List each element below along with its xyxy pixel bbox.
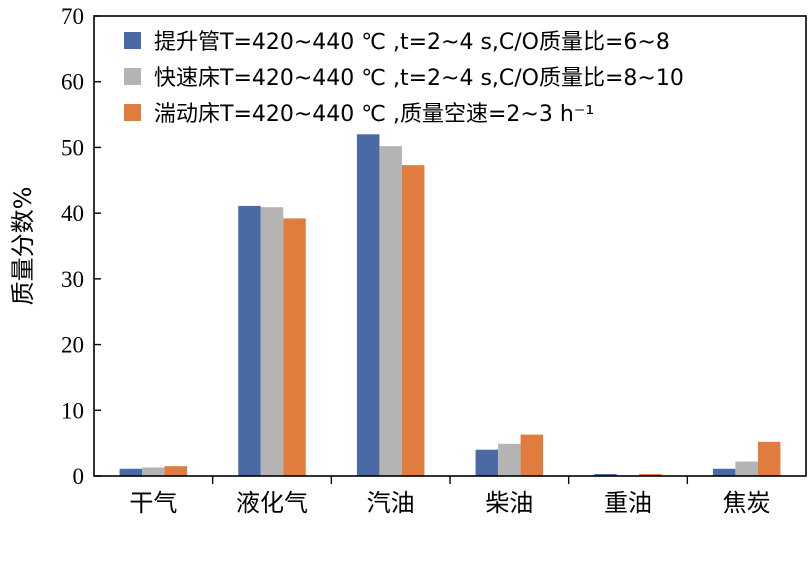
- bar-series-2-cat-6: [735, 461, 758, 476]
- category-label: 干气: [129, 489, 177, 517]
- y-tick-label: 0: [73, 464, 85, 489]
- legend-label-3: 湍动床T=420~440 ℃ ,质量空速=2~3 h⁻¹: [154, 102, 594, 127]
- bar-series-1-cat-5: [594, 474, 617, 476]
- legend-swatch-2: [124, 68, 141, 85]
- bar-series-2-cat-3: [379, 146, 402, 476]
- bar-series-3-cat-4: [520, 434, 544, 476]
- y-tick-label: 10: [61, 398, 84, 423]
- y-tick-label: 60: [61, 70, 84, 95]
- y-tick-label: 70: [61, 4, 84, 29]
- legend: 提升管T=420~440 ℃ ,t=2~4 s,C/O质量比=6~8 快速床T=4…: [124, 30, 684, 127]
- y-tick-label: 40: [61, 201, 84, 226]
- y-tick-label: 30: [61, 267, 84, 292]
- category-label: 液化气: [236, 489, 308, 517]
- category-label: 柴油: [485, 489, 533, 517]
- bar-series-2-cat-2: [260, 207, 284, 476]
- legend-label-1: 提升管T=420~440 ℃ ,t=2~4 s,C/O质量比=6~8: [154, 30, 670, 55]
- bar-series-3-cat-5: [639, 474, 662, 476]
- y-axis-ticks: 0 10 20 30 40 50 60 70: [61, 4, 101, 489]
- plot-frame: [93, 15, 807, 477]
- legend-swatch-3: [124, 104, 141, 121]
- legend-label-2: 快速床T=420~440 ℃ ,t=2~4 s,C/O质量比=8~10: [154, 66, 684, 91]
- y-axis-label: 质量分数%: [9, 187, 37, 306]
- bar-series-1-cat-2: [238, 205, 261, 476]
- category-label: 汽油: [367, 489, 415, 517]
- category-label: 重油: [604, 489, 652, 517]
- bars-group: [119, 134, 781, 477]
- bar-series-1-cat-3: [356, 134, 380, 477]
- x-axis-ticks: 干气 液化气 汽油 柴油 重油 焦炭: [129, 476, 771, 517]
- bar-series-1-cat-4: [475, 449, 499, 476]
- bar-series-1-cat-6: [712, 468, 736, 476]
- bar-series-3-cat-2: [283, 218, 306, 476]
- category-label: 焦炭: [723, 489, 771, 517]
- bar-series-3-cat-1: [164, 466, 188, 476]
- bar-series-3-cat-3: [401, 165, 425, 476]
- y-tick-label: 20: [61, 333, 84, 358]
- legend-swatch-1: [124, 32, 141, 49]
- bar-series-2-cat-1: [142, 467, 165, 476]
- bar-series-3-cat-6: [757, 441, 781, 476]
- bar-series-1-cat-1: [119, 468, 143, 476]
- y-tick-label: 50: [61, 135, 84, 160]
- bar-series-2-cat-4: [498, 443, 521, 476]
